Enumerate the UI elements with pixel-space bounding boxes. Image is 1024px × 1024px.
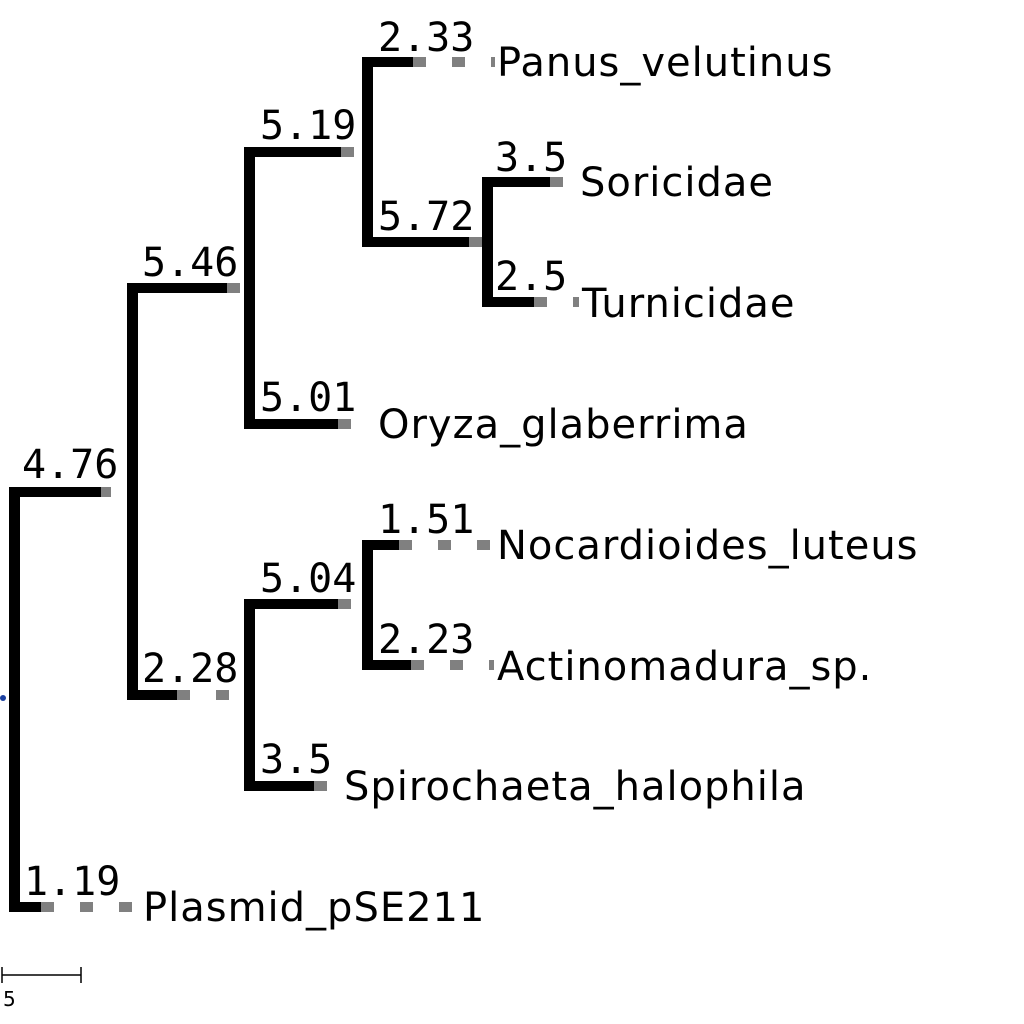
leaf-label-plasmid: Plasmid_pSE211 bbox=[143, 885, 485, 931]
branch-length-lower-inner: 2.28 bbox=[142, 646, 238, 692]
extension-lower-inner bbox=[177, 690, 190, 700]
extension-plasmid bbox=[41, 902, 54, 912]
panus-clade-vertical-line bbox=[362, 57, 373, 247]
extension-plasmid bbox=[119, 902, 132, 912]
branch-length-turnicidae: 2.5 bbox=[495, 254, 567, 300]
branch-length-oryza: 5.01 bbox=[260, 375, 356, 421]
root-marker bbox=[0, 695, 6, 701]
extension-spirochaeta bbox=[314, 781, 327, 791]
extension-root-upper bbox=[101, 487, 111, 497]
branch-length-upper-inner: 5.46 bbox=[142, 240, 238, 286]
leaf-label-soricidae: Soricidae bbox=[580, 160, 774, 206]
extension-actinomadura bbox=[450, 660, 463, 670]
branch-length-actinomadura: 2.23 bbox=[378, 617, 474, 663]
branch-actino-clade bbox=[244, 599, 338, 609]
branch-length-panus: 2.33 bbox=[378, 15, 474, 61]
upper-inner-vertical-line bbox=[127, 283, 138, 700]
branch-length-soricidae: 3.5 bbox=[495, 135, 567, 181]
leaf-labels: Panus_velutinus Soricidae Turnicidae Ory… bbox=[143, 40, 919, 931]
root-vertical-line bbox=[9, 487, 20, 912]
top-clade-vertical-line bbox=[244, 147, 255, 429]
tree-branches bbox=[9, 57, 550, 912]
soric-turn-vertical-line bbox=[482, 177, 493, 307]
extension-nocardioides bbox=[399, 540, 412, 550]
scale-bar bbox=[1, 967, 82, 983]
leaf-label-oryza: Oryza_glaberrima bbox=[378, 402, 749, 448]
branch-turnicidae bbox=[482, 297, 534, 307]
branch-upper-inner bbox=[127, 283, 227, 293]
branch-length-top-clade: 5.19 bbox=[260, 103, 356, 149]
extension-soric-turn-clade bbox=[469, 237, 482, 247]
branch-panus bbox=[362, 57, 413, 67]
branch-top-clade bbox=[244, 147, 341, 157]
leaf-label-turnicidae: Turnicidae bbox=[581, 281, 796, 327]
branch-length-actino-clade: 5.04 bbox=[260, 556, 356, 602]
extension-turnicidae bbox=[534, 297, 547, 307]
extension-panus bbox=[413, 57, 426, 67]
branch-length-plasmid: 1.19 bbox=[24, 859, 120, 905]
extension-nocardioides bbox=[477, 540, 490, 550]
extension-panus bbox=[452, 57, 465, 67]
extension-soricidae bbox=[550, 177, 563, 187]
branch-actinomadura bbox=[362, 660, 411, 670]
scale-bar-label: 5 bbox=[3, 987, 16, 1011]
branch-soric-turn-clade bbox=[362, 237, 469, 247]
branch-lower-inner bbox=[127, 690, 177, 700]
branch-length-soric-turn-clade: 5.72 bbox=[378, 194, 474, 240]
leaf-label-nocardioides: Nocardioides_luteus bbox=[497, 523, 919, 569]
branch-nocardioides bbox=[362, 540, 399, 550]
extension-actinomadura bbox=[489, 660, 494, 670]
extension-actino-clade bbox=[338, 599, 351, 609]
extension-panus bbox=[491, 57, 495, 67]
leaf-label-panus: Panus_velutinus bbox=[497, 40, 833, 86]
branch-soricidae bbox=[482, 177, 550, 187]
lower-clade-vertical-line bbox=[244, 599, 255, 791]
extension-plasmid bbox=[80, 902, 93, 912]
extension-turnicidae bbox=[573, 297, 579, 307]
extension-oryza bbox=[338, 419, 351, 429]
tree-extensions bbox=[41, 57, 579, 912]
branch-length-nocardioides: 1.51 bbox=[378, 497, 474, 543]
branch-spirochaeta bbox=[244, 781, 314, 791]
branch-plasmid bbox=[9, 902, 41, 912]
leaf-label-spirochaeta: Spirochaeta_halophila bbox=[344, 764, 807, 810]
actino-vertical-line bbox=[362, 540, 373, 670]
extension-top-clade bbox=[341, 147, 354, 157]
extension-actinomadura bbox=[411, 660, 424, 670]
branch-length-root-upper: 4.76 bbox=[22, 442, 118, 488]
branch-length-labels: 4.76 5.46 5.19 2.33 5.72 3.5 2.5 5.01 2.… bbox=[22, 15, 567, 905]
branch-root-upper bbox=[9, 487, 101, 497]
leaf-label-actinomadura: Actinomadura_sp. bbox=[497, 644, 872, 690]
branch-length-spirochaeta: 3.5 bbox=[260, 737, 332, 783]
branch-oryza bbox=[244, 419, 338, 429]
extension-lower-inner bbox=[216, 690, 229, 700]
extension-upper-inner bbox=[227, 283, 240, 293]
extension-nocardioides bbox=[438, 540, 451, 550]
